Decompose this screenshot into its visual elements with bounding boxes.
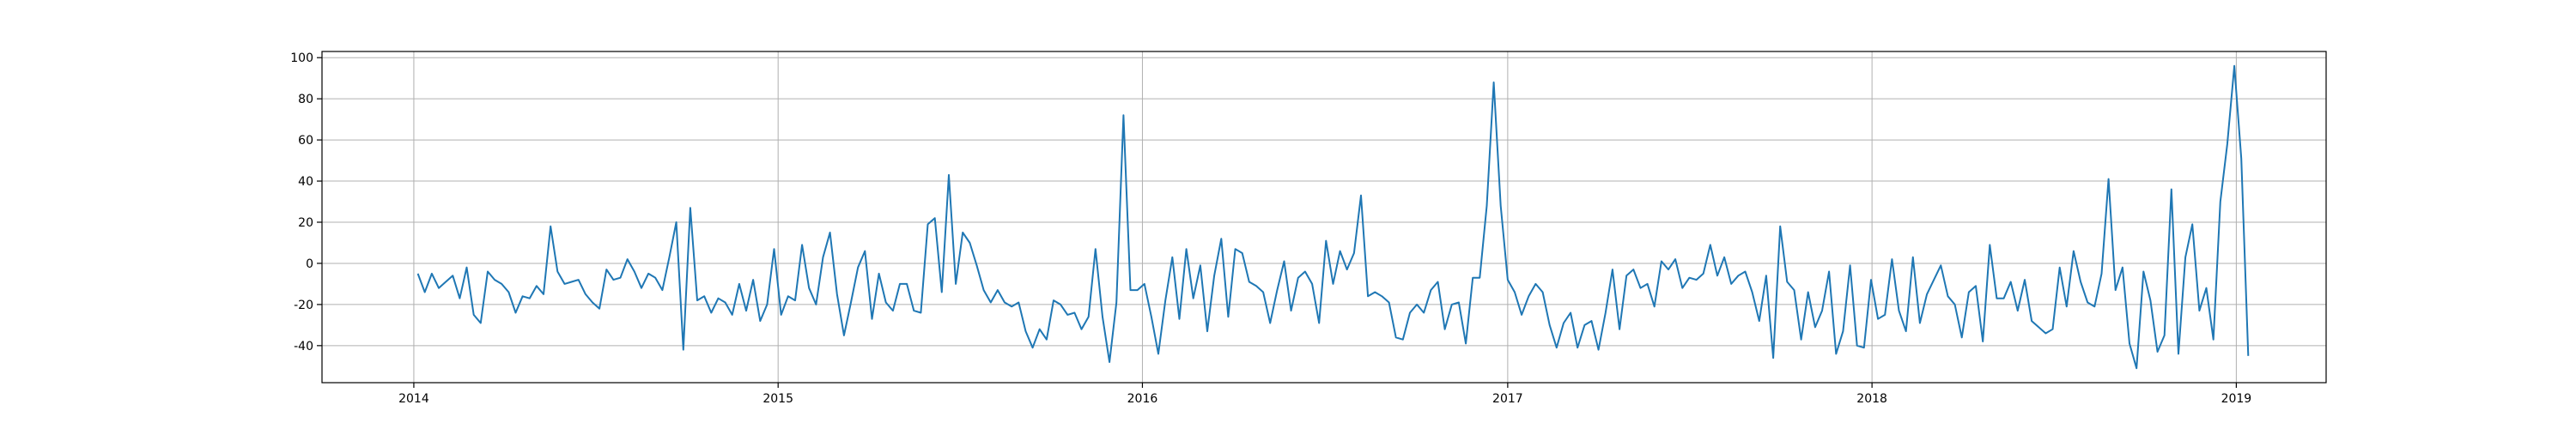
y-tick-label: 60 <box>298 134 313 148</box>
x-gridlines <box>413 51 2237 383</box>
x-axis: 2014 2015 2016 2017 2018 2019 <box>398 383 2251 406</box>
x-tick-label: 2018 <box>1856 392 1887 406</box>
x-tick-label: 2016 <box>1127 392 1158 406</box>
y-tick-label: 0 <box>306 257 313 271</box>
plot-frame <box>321 51 2327 384</box>
series-line <box>416 64 2250 370</box>
x-tick-label: 2019 <box>2221 392 2252 406</box>
y-axis: -40 -20 0 20 40 60 80 100 <box>290 51 322 353</box>
y-tick-label: -20 <box>294 299 313 312</box>
y-tick-label: 80 <box>298 93 313 106</box>
x-tick-label: 2017 <box>1492 392 1523 406</box>
series-layer <box>416 64 2250 370</box>
x-tick-label: 2014 <box>398 392 429 406</box>
y-tick-label: -40 <box>294 340 313 353</box>
x-tick-label: 2015 <box>762 392 793 406</box>
y-tick-label: 20 <box>298 216 313 230</box>
y-tick-label: 40 <box>298 175 313 189</box>
y-tick-label: 100 <box>290 51 313 65</box>
